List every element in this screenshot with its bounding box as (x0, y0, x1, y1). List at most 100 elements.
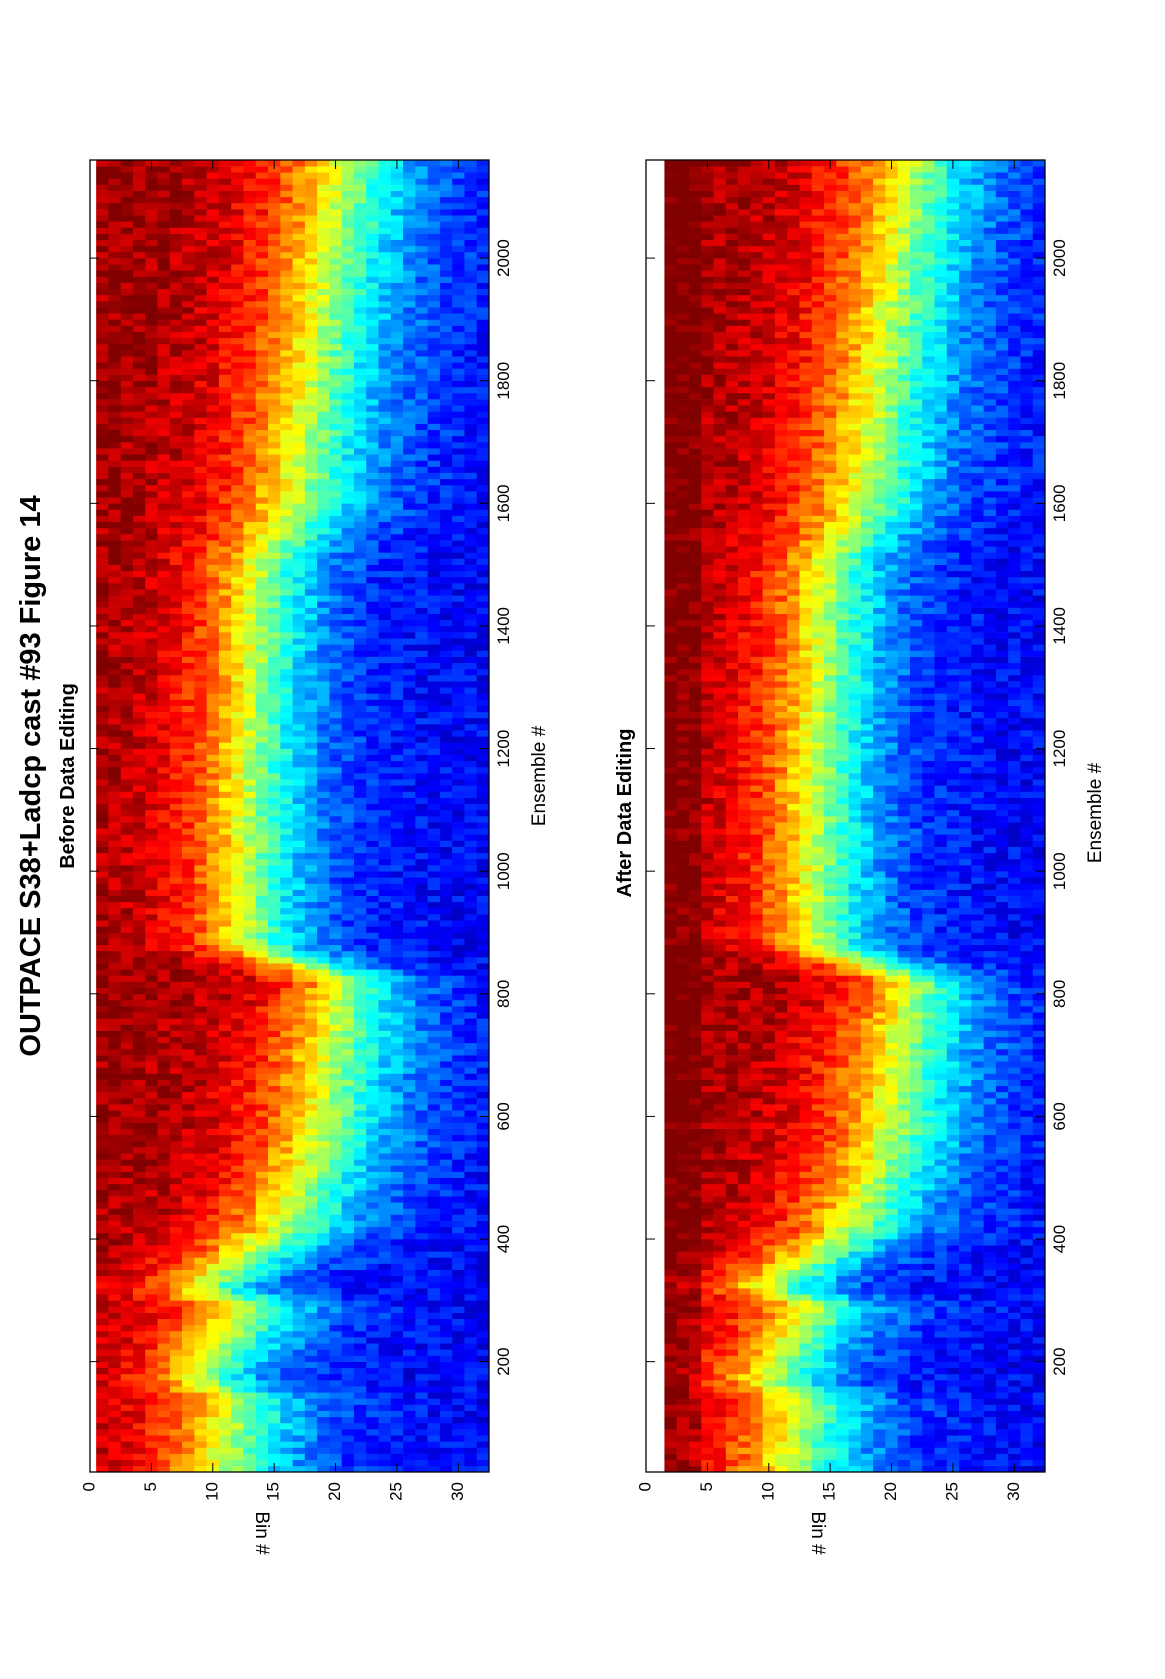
heatmap-cell (304, 613, 318, 621)
heatmap-cell (329, 816, 342, 823)
heatmap-cell (366, 993, 379, 1001)
heatmap-cell (132, 944, 146, 952)
heatmap-cell (157, 632, 171, 639)
heatmap-cell (157, 1404, 171, 1411)
heatmap-cell (292, 1177, 306, 1185)
heatmap-cell (366, 693, 379, 700)
heatmap-cell (317, 546, 330, 553)
heatmap-cell (403, 1226, 416, 1234)
heatmap-cell (464, 748, 478, 755)
heatmap-cell (120, 515, 134, 523)
heatmap-cell (157, 840, 171, 847)
heatmap-cell (108, 999, 121, 1007)
heatmap-cell (243, 742, 257, 749)
heatmap-cell (439, 1208, 453, 1215)
heatmap-cell (476, 1202, 489, 1209)
heatmap-cell (268, 540, 281, 547)
heatmap-cell (243, 1429, 257, 1436)
heatmap-cell (268, 576, 281, 584)
heatmap-cell (96, 981, 109, 988)
heatmap-cell (452, 705, 465, 713)
heatmap-cell (231, 693, 244, 700)
heatmap-cell (255, 766, 269, 774)
heatmap-cell (218, 1257, 232, 1264)
heatmap-cell (96, 987, 109, 995)
heatmap-cell (378, 699, 392, 706)
heatmap-cell (476, 1134, 489, 1142)
heatmap-cell (464, 1116, 478, 1123)
heatmap-cell (194, 791, 207, 798)
heatmap-cell (132, 1263, 146, 1270)
heatmap-cell (182, 1288, 195, 1295)
heatmap-cell (476, 1404, 489, 1411)
heatmap-cell (145, 717, 158, 725)
heatmap-cell (280, 1079, 293, 1087)
heatmap-cell (218, 1435, 232, 1442)
heatmap-cell (439, 852, 453, 860)
heatmap-cell (169, 730, 183, 737)
heatmap-cell (378, 638, 392, 645)
heatmap-cell (427, 1453, 441, 1461)
heatmap-cell (464, 1288, 478, 1295)
heatmap-cell (317, 1196, 330, 1203)
heatmap-cell (439, 1337, 453, 1344)
heatmap-cell (317, 656, 330, 664)
heatmap-cell (353, 865, 367, 872)
heatmap-cell (255, 852, 269, 860)
heatmap-cell (341, 1239, 355, 1246)
heatmap-cell (231, 1036, 244, 1044)
heatmap-cell (366, 1159, 379, 1166)
heatmap-cell (255, 742, 269, 749)
heatmap-cell (169, 644, 183, 651)
heatmap-cell (452, 1055, 465, 1062)
heatmap-cell (268, 1239, 281, 1246)
heatmap-cell (341, 552, 355, 559)
heatmap-cell (353, 1410, 367, 1418)
heatmap-cell (292, 1098, 306, 1105)
heatmap-cell (452, 1220, 465, 1228)
heatmap-cell (292, 1416, 306, 1424)
heatmap-cell (390, 717, 404, 725)
heatmap-cell (169, 558, 183, 565)
heatmap-cell (427, 1269, 441, 1277)
heatmap-cell (292, 1318, 306, 1326)
heatmap-cell (96, 1134, 109, 1142)
heatmap-cell (427, 570, 441, 578)
heatmap-cell (182, 632, 195, 639)
heatmap-cell (206, 785, 220, 792)
heatmap-cell (390, 791, 404, 798)
heatmap-cell (206, 625, 220, 633)
heatmap-cell (439, 840, 453, 847)
heatmap-cell (390, 1055, 404, 1062)
heatmap-cell (108, 509, 121, 516)
heatmap-cell (157, 828, 171, 835)
heatmap-cell (427, 1300, 441, 1307)
heatmap-cell (292, 1061, 306, 1068)
heatmap-cell (108, 546, 121, 553)
heatmap-cell (378, 1042, 392, 1050)
heatmap-cell (452, 748, 465, 755)
heatmap-cell (145, 846, 158, 854)
heatmap-cell (206, 1232, 220, 1240)
heatmap-cell (218, 1042, 232, 1050)
heatmap-cell (145, 613, 158, 621)
heatmap-cell (390, 1453, 404, 1461)
heatmap-cell (329, 1024, 342, 1031)
heatmap-cell (255, 595, 269, 602)
heatmap-cell (157, 926, 171, 933)
heatmap-cell (255, 865, 269, 872)
heatmap-cell (403, 1091, 416, 1099)
heatmap-cell (341, 1422, 355, 1430)
heatmap-cell (132, 595, 146, 602)
heatmap-cell (108, 1147, 121, 1154)
heatmap-cell (157, 1128, 171, 1136)
heatmap-cell (317, 1275, 330, 1283)
heatmap-cell (464, 1239, 478, 1246)
heatmap-cell (403, 724, 416, 731)
heatmap-cell (243, 1312, 257, 1320)
heatmap-cell (439, 1110, 453, 1117)
heatmap-cell (353, 993, 367, 1001)
heatmap-cell (378, 1147, 392, 1154)
heatmap-cell (403, 791, 416, 798)
heatmap-cell (108, 1281, 121, 1289)
